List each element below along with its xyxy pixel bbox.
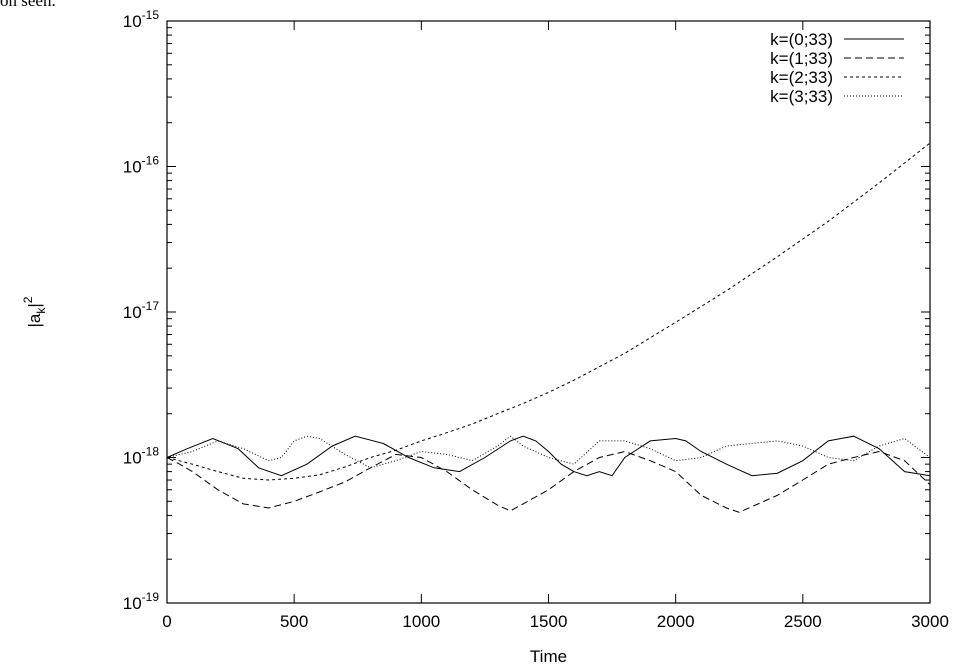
series-group — [166, 142, 931, 513]
y-tick-label: 10-17 — [123, 299, 160, 322]
legend-label-2: k=(2;33) — [770, 68, 833, 87]
x-tick-label: 1500 — [530, 612, 568, 631]
y-axis-label-text: |ak|2 — [21, 296, 48, 327]
x-tick-label: 2000 — [657, 612, 695, 631]
y-tick-label: 10-15 — [123, 8, 160, 31]
x-tick-label: 2500 — [784, 612, 822, 631]
cropped-caption-fragment: on seen. — [0, 0, 56, 10]
y-tick-label: 10-19 — [123, 590, 160, 613]
y-tick-label: 10-18 — [123, 445, 160, 468]
legend-label-1: k=(1;33) — [770, 49, 833, 68]
series-line-0 — [166, 435, 931, 477]
x-axis-label: Time — [530, 647, 567, 666]
y-tick-label: 10-16 — [123, 154, 160, 177]
x-tick-label: 1000 — [402, 612, 440, 631]
y-axis-label: |ak|2 — [21, 296, 48, 327]
x-tick-label: 500 — [280, 612, 308, 631]
legend-label-3: k=(3;33) — [770, 87, 833, 106]
series-line-2 — [166, 142, 931, 481]
x-tick-label: 0 — [162, 612, 171, 631]
legend: k=(0;33)k=(1;33)k=(2;33)k=(3;33) — [770, 30, 904, 106]
x-tick-label: 3000 — [911, 612, 949, 631]
legend-label-0: k=(0;33) — [770, 30, 833, 49]
plot-frame — [166, 20, 931, 604]
series-line-1 — [166, 450, 931, 513]
